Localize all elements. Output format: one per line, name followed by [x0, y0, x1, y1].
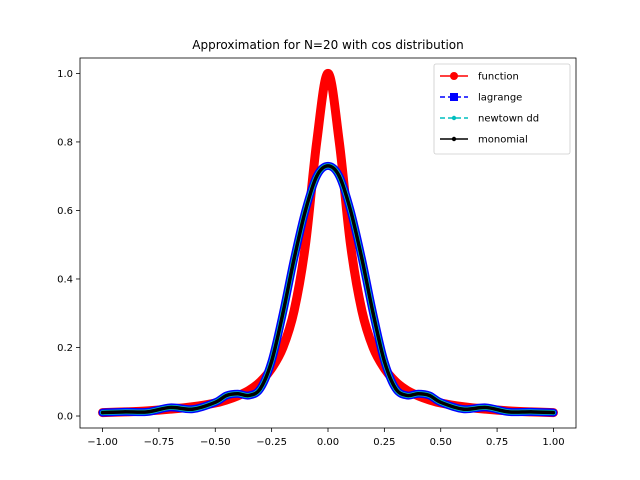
x-tick-label: 1.00 [542, 437, 564, 448]
data-point-monomial-19 [371, 311, 375, 315]
legend-marker-function [450, 72, 458, 80]
data-point-function-12 [291, 307, 298, 314]
data-point-monomial-24 [427, 393, 432, 398]
data-point-function-16 [336, 138, 343, 145]
x-tick-label: −0.75 [144, 437, 175, 448]
data-point-monomial-0 [100, 410, 105, 415]
legend-marker-monomial [451, 136, 457, 142]
data-point-monomial-18 [360, 256, 364, 261]
legend-label-monomial: monomial [478, 135, 528, 146]
data-point-monomial-12 [292, 256, 296, 261]
x-tick-label: 0.25 [373, 437, 395, 448]
data-point-monomial-27 [484, 405, 488, 410]
data-point-monomial-7 [236, 392, 240, 396]
data-point-function-19 [370, 344, 377, 351]
data-point-monomial-22 [405, 393, 409, 398]
y-tick-label: 0.6 [57, 206, 73, 217]
legend-box [433, 63, 571, 155]
data-point-monomial-23 [416, 392, 420, 396]
legend-item-function: function [440, 72, 519, 83]
y-axis: 0.0 0.2 0.4 0.6 0.8 1.0 [57, 69, 80, 423]
x-tick-label: −1.00 [87, 437, 118, 448]
x-tick-label: 0.00 [317, 437, 339, 448]
data-point-monomial-4 [191, 407, 195, 411]
data-point-monomial-1 [123, 410, 127, 414]
data-point-monomial-3 [168, 405, 172, 410]
legend: function lagrange newtown dd monomial [433, 63, 571, 155]
data-point-monomial-10 [270, 359, 274, 363]
data-point-monomial-9 [258, 387, 262, 391]
data-point-monomial-20 [382, 359, 386, 363]
legend-label-function: function [478, 72, 519, 83]
data-point-function-13 [302, 241, 309, 248]
series-monomial [100, 164, 556, 415]
x-tick-label: −0.25 [256, 437, 287, 448]
x-tick-label: 0.50 [430, 437, 452, 448]
legend-label-newtown-dd: newtown dd [478, 114, 539, 125]
data-point-monomial-2 [146, 410, 150, 414]
legend-label-lagrange: lagrange [478, 93, 522, 104]
data-point-monomial-11 [281, 311, 285, 315]
data-point-function-11 [279, 344, 286, 351]
y-tick-label: 0.4 [57, 274, 73, 285]
data-point-monomial-14 [315, 174, 319, 178]
data-point-function-15 [325, 70, 331, 77]
data-point-monomial-5 [213, 400, 217, 404]
data-point-monomial-26 [461, 407, 465, 411]
data-point-monomial-17 [348, 208, 353, 213]
data-point-monomial-21 [394, 387, 398, 391]
legend-marker-newtown-dd [451, 115, 457, 121]
plot-area [98, 68, 558, 418]
data-point-monomial-6 [224, 393, 229, 398]
data-point-function-17 [347, 241, 354, 248]
data-point-monomial-25 [439, 400, 443, 404]
x-tick-label: 0.75 [486, 437, 508, 448]
data-point-monomial-29 [529, 410, 533, 414]
data-point-monomial-15 [326, 164, 330, 168]
x-tick-label: −0.50 [200, 437, 231, 448]
data-point-monomial-13 [303, 208, 308, 213]
legend-item-lagrange: lagrange [440, 93, 522, 104]
data-point-function-18 [358, 307, 365, 314]
y-tick-label: 1.0 [57, 69, 73, 80]
legend-marker-lagrange [450, 93, 458, 101]
data-point-function-14 [313, 138, 320, 145]
legend-item-newtown-dd: newtown dd [440, 114, 539, 125]
data-point-monomial-30 [551, 410, 556, 415]
y-tick-label: 0.8 [57, 137, 73, 148]
y-tick-label: 0.0 [57, 412, 73, 423]
data-point-monomial-8 [247, 393, 251, 398]
chart-title: Approximation for N=20 with cos distribu… [192, 38, 463, 52]
x-axis: −1.00 −0.75 −0.50 −0.25 0.00 0.25 0.50 0.75 1.00 [87, 428, 565, 448]
data-point-monomial-28 [506, 410, 510, 414]
data-point-monomial-16 [337, 174, 341, 178]
legend-item-monomial: monomial [440, 135, 528, 146]
y-tick-label: 0.2 [57, 343, 73, 354]
